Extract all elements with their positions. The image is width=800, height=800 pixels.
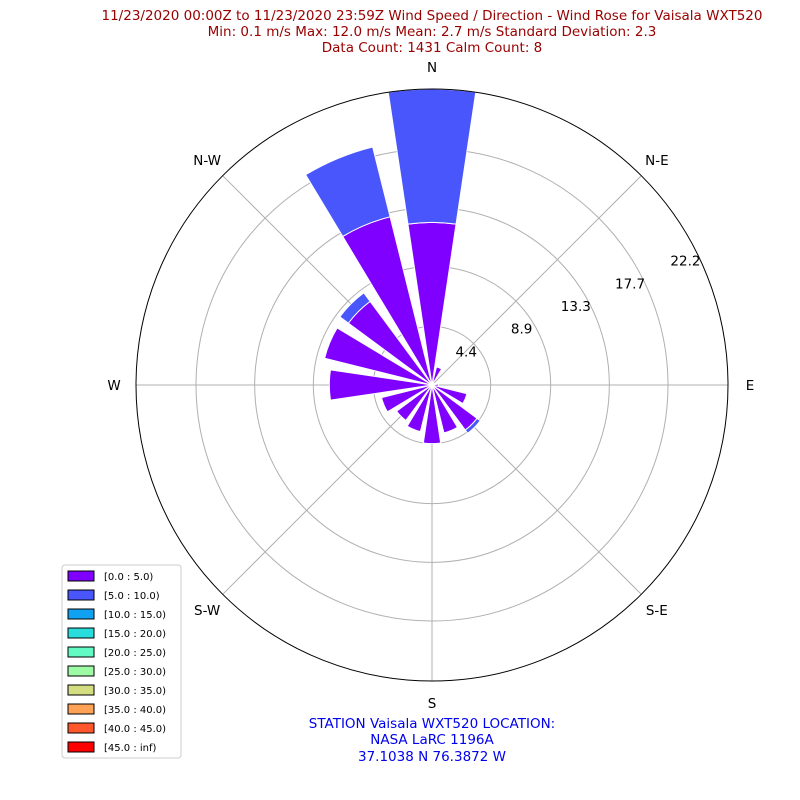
wind-rose-bars [304,88,481,445]
wind-bar-segment [339,292,371,324]
legend-label: [40.0 : 45.0) [104,724,166,735]
legend-swatch [67,570,95,582]
legend-swatch [67,589,95,601]
wind-bar-segment [422,384,442,445]
legend: [0.0 : 5.0) [5.0 : 10.0) [10.0 : 15.0) [15.… [61,564,182,759]
station-info: STATION Vaisala WXT520 LOCATION: NASA La… [309,716,555,765]
legend-swatch [67,665,95,677]
wind-bar-segment [464,417,481,434]
legend-label: [15.0 : 20.0) [104,629,166,640]
direction-labels: N N-E E S-E S S-W W N-W [107,60,754,712]
wind-bar-segment [324,327,433,386]
wind-bar-segment [395,384,433,422]
chart-title: 11/23/2020 00:00Z to 11/23/2020 23:59Z W… [102,8,763,56]
wind-bar-segment [304,146,391,238]
radial-tick-labels: 4.4 8.9 13.3 17.7 22.2 [455,254,700,361]
radial-tick-label: 8.9 [511,322,532,338]
direction-label: S-E [646,603,668,619]
radial-tick-label: 13.3 [561,299,591,315]
radial-tick-label: 22.2 [670,254,700,270]
radial-tick-label: 4.4 [455,345,476,361]
title-line-3: Data Count: 1431 Calm Count: 8 [322,40,543,56]
direction-label: N-E [645,153,669,169]
station-line-2: NASA LaRC 1196A [370,732,494,748]
polar-frame [135,88,729,682]
legend-swatch [67,608,95,620]
legend-label: [0.0 : 5.0) [104,572,153,583]
legend-swatch [67,703,95,715]
wind-bar-segment [406,384,433,433]
legend-swatch [67,722,95,734]
legend-swatch [67,646,95,658]
legend-swatch [67,741,95,753]
radial-tick-label: 17.7 [615,277,645,293]
legend-label: [20.0 : 25.0) [104,648,166,659]
grid-spoke [431,175,642,386]
station-line-1: STATION Vaisala WXT520 LOCATION: [309,716,555,732]
legend-label: [35.0 : 40.0) [104,705,166,716]
direction-label: N-W [193,153,221,169]
wind-bar-segment [328,369,433,401]
direction-label: N [427,60,437,76]
legend-label: [25.0 : 30.0) [104,667,166,678]
direction-label: E [746,378,755,394]
legend-label: [30.0 : 35.0) [104,686,166,697]
wind-bar-segment [431,384,468,405]
legend-label: [5.0 : 10.0) [104,591,160,602]
direction-label: W [107,378,120,394]
wind-bar-segment [431,384,459,434]
title-line-1: 11/23/2020 00:00Z to 11/23/2020 23:59Z W… [102,8,763,24]
legend-label: [10.0 : 15.0) [104,610,166,621]
wind-bar-segment [380,384,433,413]
wind-bar-segment [431,366,443,386]
grid-spoke [222,384,433,595]
title-line-2: Min: 0.1 m/s Max: 12.0 m/s Mean: 2.7 m/s… [208,24,657,40]
wind-bar-segment [431,383,440,387]
legend-swatch [67,627,95,639]
outer-ring [135,88,729,682]
legend-swatch [67,684,95,696]
station-line-3: 37.1038 N 76.3872 W [358,749,506,765]
legend-label: [45.0 : inf) [104,743,157,754]
direction-label: S-W [194,603,220,619]
direction-label: S [428,696,437,712]
